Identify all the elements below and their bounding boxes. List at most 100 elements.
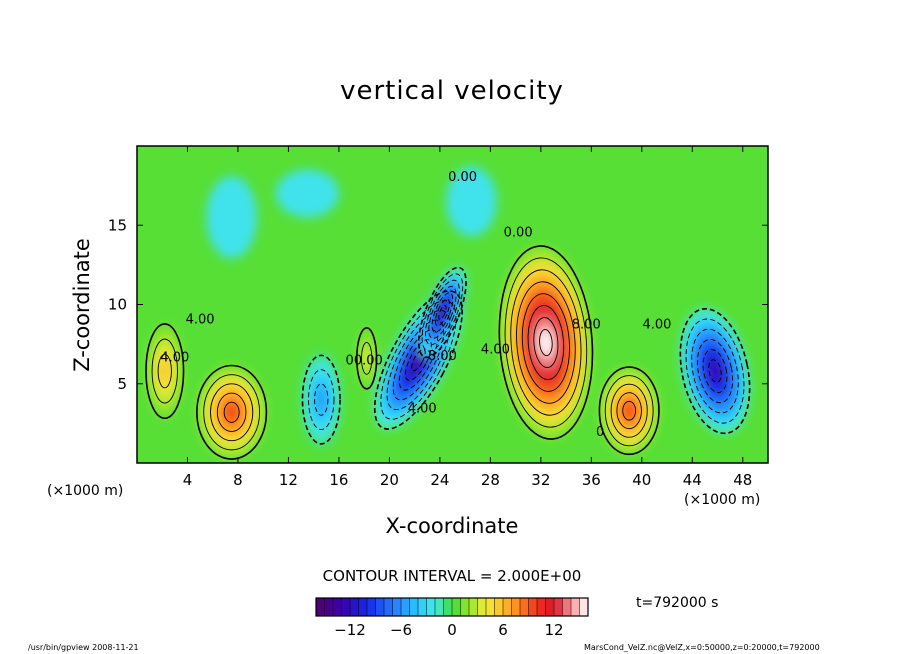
colorbar-bin xyxy=(324,598,334,616)
contour-line xyxy=(431,292,454,333)
x-axis-label: X-coordinate xyxy=(385,514,519,538)
colorbar-tick-label: −12 xyxy=(334,621,366,639)
x-tick-label: 48 xyxy=(733,471,752,489)
colorbar-bin xyxy=(418,598,427,616)
colorbar-bin xyxy=(520,598,529,616)
contour-line xyxy=(498,245,594,440)
colorbar-tick-label: 0 xyxy=(447,621,457,639)
contour-line xyxy=(392,319,445,401)
x-tick-label: 40 xyxy=(632,471,651,489)
colorbar-bin xyxy=(367,598,376,616)
colorbar-bin xyxy=(341,598,351,616)
colorbar-tick-label: 6 xyxy=(498,621,508,639)
colorbar-bin xyxy=(435,598,444,616)
x-tick-label: 16 xyxy=(329,471,348,489)
contour-line xyxy=(438,305,447,320)
field-level xyxy=(446,166,497,237)
contour-label: 4.00 xyxy=(408,401,437,416)
contour-label: 4.00 xyxy=(186,313,215,328)
colorbar-tick-label: 12 xyxy=(544,621,563,639)
contour-line xyxy=(151,338,178,404)
time-label: t=792000 s xyxy=(636,595,719,611)
colorbar-bin xyxy=(562,598,572,616)
colorbar-bin xyxy=(579,598,589,616)
contour-line xyxy=(679,307,751,435)
colorbar-bin xyxy=(452,598,461,616)
colorbar-bin xyxy=(460,598,470,616)
contour-lines xyxy=(145,245,751,460)
colorbar-bin xyxy=(469,598,478,616)
x-tick-label: 24 xyxy=(430,471,449,489)
footer-right: MarsCond_VelZ.nc@VelZ,x=0:50000,z=0:2000… xyxy=(584,643,820,652)
colorbar-bin xyxy=(503,598,512,616)
colorbar-bin xyxy=(426,598,436,616)
y-tick-label: 15 xyxy=(108,216,127,234)
contour-line xyxy=(308,369,335,431)
contour-line xyxy=(533,317,559,369)
x-tick-label: 44 xyxy=(683,471,702,489)
field-level xyxy=(161,363,168,379)
field-level xyxy=(439,306,446,319)
x-tick-label: 4 xyxy=(183,471,193,489)
contour-line xyxy=(361,342,373,375)
contour-line xyxy=(216,392,247,432)
contour-line xyxy=(428,286,457,339)
contour-line xyxy=(521,293,570,392)
contour-line xyxy=(314,383,329,416)
x-unit-right: (×1000 m) xyxy=(684,492,761,508)
contour-line xyxy=(386,309,451,411)
field-level xyxy=(318,392,325,407)
colorbar-bin xyxy=(545,598,555,616)
field-level xyxy=(539,328,553,357)
contour-label: 4.00 xyxy=(642,317,671,332)
contour-line xyxy=(696,338,734,404)
contour-line xyxy=(702,349,728,393)
field-level xyxy=(206,176,257,259)
x-unit-left: (×1000 m) xyxy=(47,483,124,499)
contour-line xyxy=(616,392,642,430)
colorbar-bin xyxy=(392,598,402,616)
contour-line xyxy=(223,401,240,423)
colorbar-bin xyxy=(384,598,393,616)
contour-line xyxy=(203,374,261,451)
contour-line xyxy=(598,366,660,456)
colorbar-bin xyxy=(333,598,342,616)
contour-line xyxy=(380,300,457,420)
contour-line xyxy=(405,339,432,381)
colorbar-tick-label: −6 xyxy=(390,621,412,639)
contour-line xyxy=(504,257,588,428)
contour-line xyxy=(604,375,654,447)
field-level xyxy=(275,169,339,218)
x-tick-label: 28 xyxy=(481,471,500,489)
contour-line xyxy=(417,266,467,359)
chart-title: vertical velocity xyxy=(340,76,564,106)
colorbar-bin xyxy=(358,598,368,616)
colorbar-bin xyxy=(350,598,359,616)
footer-left: /usr/bin/gpview 2008-11-21 xyxy=(28,643,139,652)
colorbar-bin xyxy=(571,598,580,616)
contour-line xyxy=(685,318,745,424)
field-level xyxy=(365,353,369,364)
colorbar-bin xyxy=(316,598,325,616)
contour-label: 0.00 xyxy=(504,225,533,240)
contour-line xyxy=(411,348,426,372)
contour-line xyxy=(539,328,553,357)
contour-label: 4.00 xyxy=(481,343,510,358)
colorbar-bin xyxy=(409,598,419,616)
colorbar-bin xyxy=(477,598,487,616)
contour-line xyxy=(510,269,582,416)
contour-label: 4.00 xyxy=(160,351,189,366)
x-tick-label: 32 xyxy=(531,471,550,489)
contour-line xyxy=(516,281,576,404)
contour-line xyxy=(196,364,268,460)
x-tick-label: 12 xyxy=(279,471,298,489)
field-level xyxy=(624,404,634,418)
contour-line xyxy=(610,383,648,438)
contour-line xyxy=(434,298,450,327)
field-level xyxy=(710,362,720,380)
field-level xyxy=(226,405,237,420)
contour-label: 0 xyxy=(596,425,604,440)
colorbar-frame xyxy=(315,597,589,617)
